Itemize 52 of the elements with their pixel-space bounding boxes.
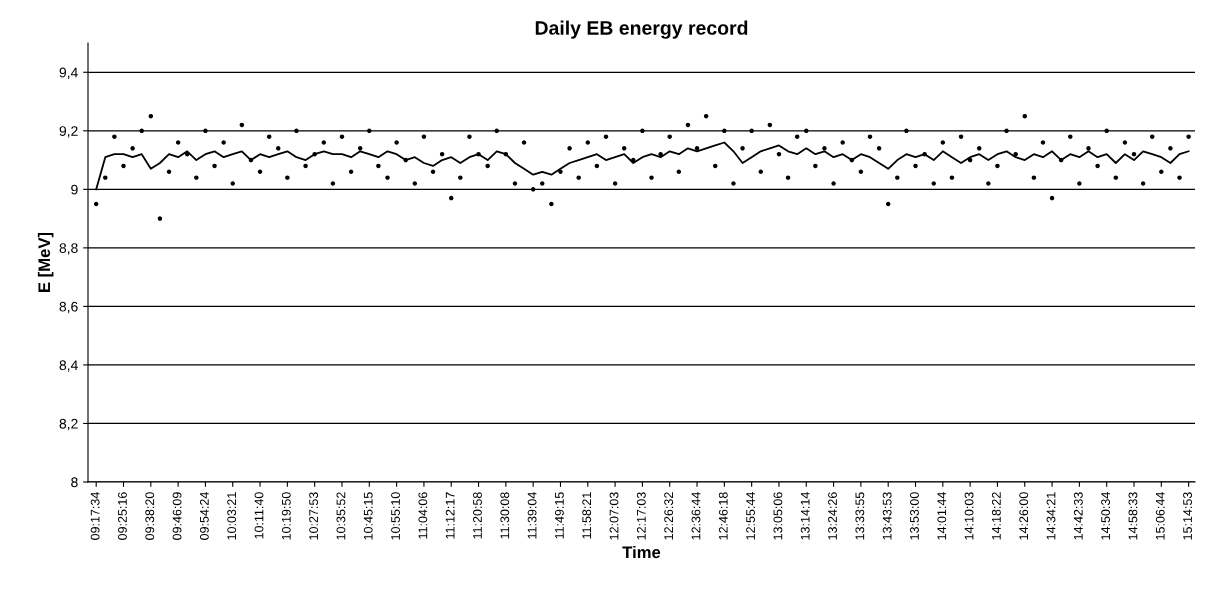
x-tick-label: 13:24:26 <box>828 492 837 540</box>
x-tick-label: 13:14:14 <box>800 492 810 540</box>
x-tick-label: 09:46:09 <box>172 492 182 540</box>
x-tick-label: 10:03:21 <box>227 492 237 540</box>
y-tick-label: 9,2 <box>59 126 78 138</box>
x-tick-label: 15:14:53 <box>1183 492 1192 540</box>
x-tick-label: 13:33:55 <box>855 492 865 540</box>
x-tick-label: 14:01:44 <box>937 492 947 540</box>
x-tick-label: 12:17:03 <box>636 492 646 540</box>
x-tick-label: 14:10:03 <box>964 492 974 540</box>
x-tick-label: 12:36:44 <box>691 492 701 540</box>
x-tick-label: 13:05:06 <box>773 492 783 540</box>
y-tick-label: 8,8 <box>59 243 78 255</box>
x-tick-label: 10:27:53 <box>309 492 319 540</box>
x-tick-label: 11:58:21 <box>582 492 592 539</box>
y-tick-label: 9,4 <box>59 67 78 80</box>
x-tick-label: 09:25:16 <box>118 492 127 540</box>
x-tick-label: 14:18:22 <box>991 492 1001 540</box>
x-tick-label: 10:55:10 <box>391 492 400 540</box>
x-tick-label: 12:55:44 <box>746 492 756 540</box>
x-tick-label: 11:04:06 <box>418 492 428 539</box>
y-tick-label: 8,6 <box>59 301 78 314</box>
x-tick-label: 14:26:00 <box>1019 492 1029 540</box>
x-tick-label: 14:50:34 <box>1101 492 1111 540</box>
x-tick-label: 13:53:00 <box>910 492 919 540</box>
chart-title: Daily EB energy record <box>535 20 748 39</box>
x-tick-label: 11:12:17 <box>445 492 455 539</box>
x-tick-label: 14:34:21 <box>1046 492 1056 540</box>
x-tick-label: 10:19:50 <box>281 492 291 540</box>
x-tick-label: 15:06:44 <box>1155 492 1165 540</box>
x-tick-label: 14:42:33 <box>1073 492 1083 540</box>
y-tick-label: 8,4 <box>59 360 78 372</box>
x-tick-label: 11:49:15 <box>554 492 564 539</box>
x-axis-title: Time <box>622 545 661 559</box>
x-tick-label: 13:43:53 <box>882 492 892 540</box>
y-axis-title: E [MeV] <box>37 232 54 292</box>
x-tick-label: 14:58:33 <box>1128 492 1138 540</box>
x-tick-label: 11:39:04 <box>527 492 537 539</box>
x-tick-label: 10:11:40 <box>254 492 264 539</box>
x-tick-label: 12:26:32 <box>664 492 674 540</box>
x-tick-label: 10:45:15 <box>363 492 373 540</box>
y-tick-label: 9 <box>71 184 78 195</box>
x-tick-label: 12:46:18 <box>718 492 728 540</box>
x-tick-label: 09:38:20 <box>145 492 155 540</box>
x-tick-label: 11:20:58 <box>473 492 482 539</box>
x-tick-label: 12:07:03 <box>609 492 619 540</box>
x-tick-label: 11:30:08 <box>500 492 510 539</box>
x-tick-label: 09:17:34 <box>90 492 100 540</box>
y-tick-label: 8 <box>71 477 78 488</box>
x-tick-label: 09:54:24 <box>199 492 209 540</box>
x-tick-label: 10:35:52 <box>336 492 346 540</box>
y-tick-label: 8,2 <box>59 418 78 431</box>
